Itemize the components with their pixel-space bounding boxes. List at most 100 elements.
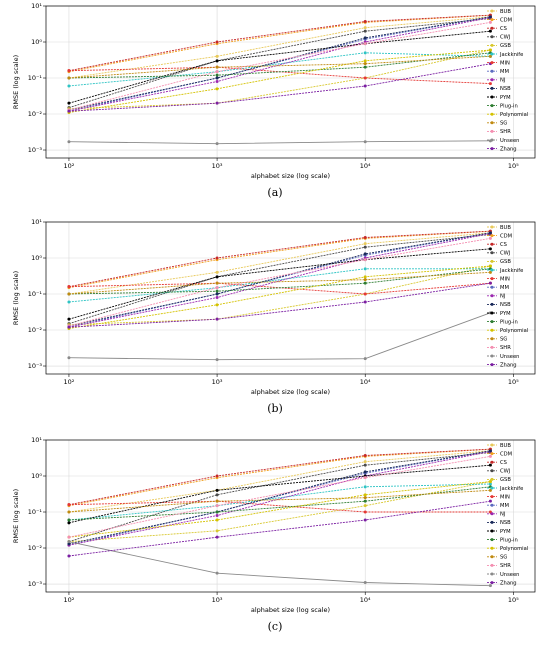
legend-label: NJ: [500, 294, 506, 300]
data-point: [488, 270, 492, 274]
legend-label: CWJ: [500, 251, 511, 257]
data-point: [215, 289, 219, 293]
y-axis-label: RMSE (log scale): [12, 489, 20, 543]
legend-label: MM: [500, 503, 509, 509]
data-point: [363, 485, 367, 489]
series-pym: [67, 463, 492, 525]
data-point: [215, 317, 219, 321]
legend-marker: [490, 43, 494, 47]
series-line: [68, 265, 491, 329]
series-line: [68, 49, 491, 113]
data-point: [67, 84, 71, 88]
data-point: [363, 496, 367, 500]
legend-marker: [490, 328, 494, 332]
series-line: [68, 230, 491, 288]
data-point: [215, 499, 219, 503]
chart-panel-b: 10² 10³ 10⁴ 10⁵ 10⁻³ 10⁻² 10⁻¹ 10⁰ 10¹ alphabet s…: [0, 218, 550, 396]
legend-marker: [490, 268, 494, 272]
series-line: [68, 448, 491, 507]
legend-marker: [490, 477, 494, 481]
data-point: [215, 270, 219, 274]
series-line: [68, 248, 491, 320]
data-point: [363, 476, 367, 480]
x-tick-label: 10⁵: [508, 596, 519, 604]
series-line: [68, 17, 491, 112]
legend-marker: [490, 546, 494, 550]
series-sg: [67, 54, 492, 80]
series-line: [68, 312, 491, 361]
legend-label: CDM: [500, 451, 512, 457]
data-point: [488, 15, 492, 19]
data-point: [215, 292, 219, 296]
legend-marker: [490, 26, 494, 30]
axes-frame: [45, 5, 536, 159]
y-axis-label: RMSE (log scale): [12, 271, 20, 325]
series-pym: [67, 29, 492, 105]
x-axis-label: alphabet size (log scale): [251, 388, 330, 396]
series-line: [68, 489, 491, 513]
data-point: [363, 26, 367, 30]
x-axis-label: alphabet size (log scale): [251, 606, 330, 614]
x-tick-label: 10⁴: [360, 596, 371, 604]
data-point: [215, 76, 219, 80]
series-line: [68, 63, 491, 112]
legend-label: Unseen: [500, 354, 519, 360]
legend-label: BUB: [500, 443, 511, 449]
data-point: [67, 300, 71, 304]
y-tick-label: 10⁻²: [28, 544, 43, 552]
data-point: [215, 59, 219, 63]
data-point: [363, 300, 367, 304]
series-min: [67, 499, 492, 514]
legend-label: GSB: [500, 477, 511, 483]
data-point: [67, 542, 71, 546]
data-point: [67, 554, 71, 558]
data-point: [363, 470, 367, 474]
y-tick-label: 10¹: [31, 2, 42, 10]
legend-label: NJ: [500, 78, 506, 84]
legend-marker: [490, 259, 494, 263]
caption-b: (b): [267, 402, 283, 415]
data-point: [363, 510, 367, 514]
legend-label: CDM: [500, 233, 512, 239]
legend-marker: [490, 337, 494, 341]
legend-marker: [490, 285, 494, 289]
legend-marker: [490, 61, 494, 65]
data-point: [363, 463, 367, 467]
legend-label: Unseen: [500, 138, 519, 144]
data-point: [67, 535, 71, 539]
data-point: [488, 482, 492, 486]
legend-marker: [490, 320, 494, 324]
data-point: [488, 236, 492, 240]
series-line: [68, 49, 491, 110]
legend-label: Polynomial: [500, 112, 528, 118]
series-jackknife: [67, 51, 492, 88]
legend-marker: [490, 78, 494, 82]
y-tick-label: 10⁰: [31, 38, 42, 46]
legend-marker: [490, 311, 494, 315]
y-tick-label: 10⁻³: [28, 362, 43, 370]
legend-marker: [490, 129, 494, 133]
y-tick-label: 10⁻²: [28, 110, 43, 118]
legend-marker: [490, 495, 494, 499]
legend-marker: [490, 35, 494, 39]
series-line: [68, 21, 491, 111]
data-point: [488, 82, 492, 86]
data-point: [363, 275, 367, 279]
data-point: [215, 40, 219, 44]
series-line: [68, 230, 491, 289]
data-point: [363, 62, 367, 66]
y-tick-label: 10⁻³: [28, 146, 43, 154]
legend-marker: [490, 363, 494, 367]
caption-c: (c): [267, 620, 283, 633]
legend-marker: [490, 354, 494, 358]
series-plug-in: [67, 485, 492, 522]
y-tick-label: 10⁻¹: [28, 74, 43, 82]
series-line: [68, 450, 491, 513]
x-axis-label: alphabet size (log scale): [251, 172, 330, 180]
legend-label: SHR: [500, 345, 511, 351]
data-point: [488, 29, 492, 33]
legend: BUB CDM CS CWJ GSB Jackknife MIN MM NJ NSB PYM Plug…: [487, 9, 528, 152]
series-line: [68, 450, 491, 546]
data-point: [363, 278, 367, 282]
data-point: [215, 504, 219, 508]
